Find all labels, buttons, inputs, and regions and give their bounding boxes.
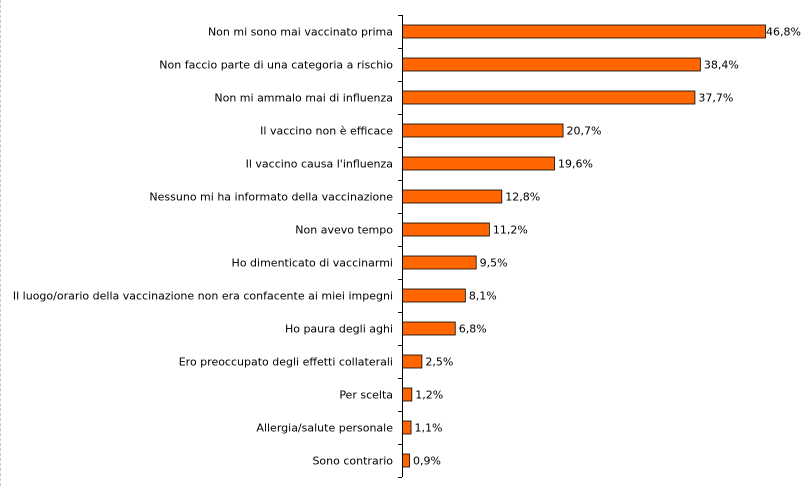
bar xyxy=(402,123,564,138)
bar xyxy=(402,288,466,303)
bar xyxy=(402,156,555,171)
bar xyxy=(402,189,503,204)
category-label: Allergia/salute personale xyxy=(256,422,393,435)
data-label: 11,2% xyxy=(493,224,528,237)
category-label: Ho dimenticato di vaccinarmi xyxy=(232,257,393,270)
data-label: 38,4% xyxy=(704,59,739,72)
category-label: Per scelta xyxy=(339,389,393,402)
bar xyxy=(402,24,766,39)
category-label: Non mi sono mai vaccinato prima xyxy=(208,26,393,39)
bar xyxy=(402,255,477,270)
data-label: 2,5% xyxy=(425,356,453,369)
category-label: Non avevo tempo xyxy=(295,224,393,237)
bar xyxy=(402,453,410,468)
data-label: 6,8% xyxy=(459,323,487,336)
data-label: 19,6% xyxy=(558,158,593,171)
data-label: 37,7% xyxy=(698,92,733,105)
category-label: Non faccio parte di una categoria a risc… xyxy=(159,59,393,72)
category-label: Non mi ammalo mai di influenza xyxy=(214,92,393,105)
bar xyxy=(402,387,413,402)
bar xyxy=(402,420,412,435)
bar xyxy=(402,321,456,336)
data-label: 1,1% xyxy=(415,422,443,435)
data-label: 1,2% xyxy=(415,389,443,402)
category-label: Ero preoccupato degli effetti collateral… xyxy=(179,356,393,369)
category-label: Ho paura degli aghi xyxy=(285,323,393,336)
data-label: 9,5% xyxy=(480,257,508,270)
bar xyxy=(402,222,490,237)
chart-marks: Non mi sono mai vaccinato prima 46,8% Non … xyxy=(13,15,801,478)
data-label: 20,7% xyxy=(567,125,602,138)
bar xyxy=(402,354,423,369)
bar xyxy=(402,90,696,105)
category-label: Il vaccino causa l'influenza xyxy=(246,158,393,171)
category-label: Nessuno mi ha informato della vaccinazio… xyxy=(149,191,393,204)
category-label: Il luogo/orario della vaccinazione non e… xyxy=(13,290,393,303)
category-label: Il vaccino non è efficace xyxy=(260,125,393,138)
category-label: Sono contrario xyxy=(312,455,393,468)
bar xyxy=(402,57,701,72)
data-label: 8,1% xyxy=(469,290,497,303)
chart-frame-edge xyxy=(0,0,1,486)
data-label: 12,8% xyxy=(505,191,540,204)
data-label: 46,8% xyxy=(766,26,801,39)
data-label: 0,9% xyxy=(413,455,441,468)
